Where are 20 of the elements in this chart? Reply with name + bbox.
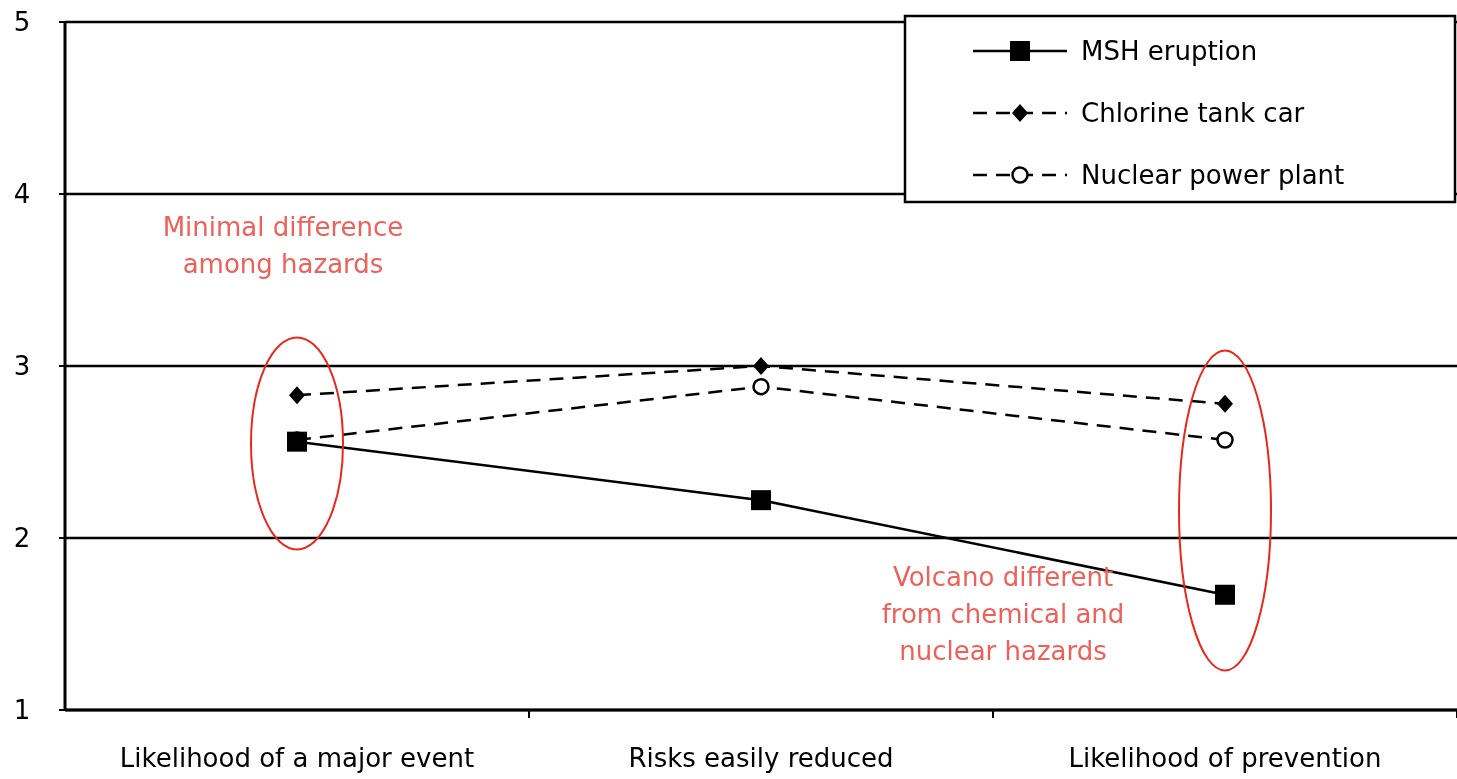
legend-label: Nuclear power plant (1081, 160, 1345, 191)
point (751, 490, 771, 511)
y-tick-label: 1 (13, 695, 31, 726)
point (1215, 584, 1235, 605)
point (1217, 394, 1233, 413)
x-tick-label: Risks easily reduced (628, 743, 894, 773)
point (289, 386, 305, 405)
x-tick-label: Likelihood of a major event (119, 743, 475, 773)
y-tick-label: 5 (13, 7, 31, 38)
annotation: Minimal difference among hazards (162, 212, 404, 279)
annotation: Volcano different from chemical and nuclear hazards (881, 562, 1125, 666)
point (753, 357, 769, 375)
legend-label: Chlorine tank car (1081, 98, 1305, 129)
y-tick-label: 3 (13, 351, 31, 382)
point (1216, 431, 1234, 449)
legend-label: MSH eruption (1081, 36, 1258, 67)
y-tick-label: 2 (13, 523, 31, 554)
point (752, 377, 770, 396)
y-tick-label: 4 (13, 179, 31, 210)
x-tick-label: Likelihood of prevention (1068, 743, 1382, 773)
